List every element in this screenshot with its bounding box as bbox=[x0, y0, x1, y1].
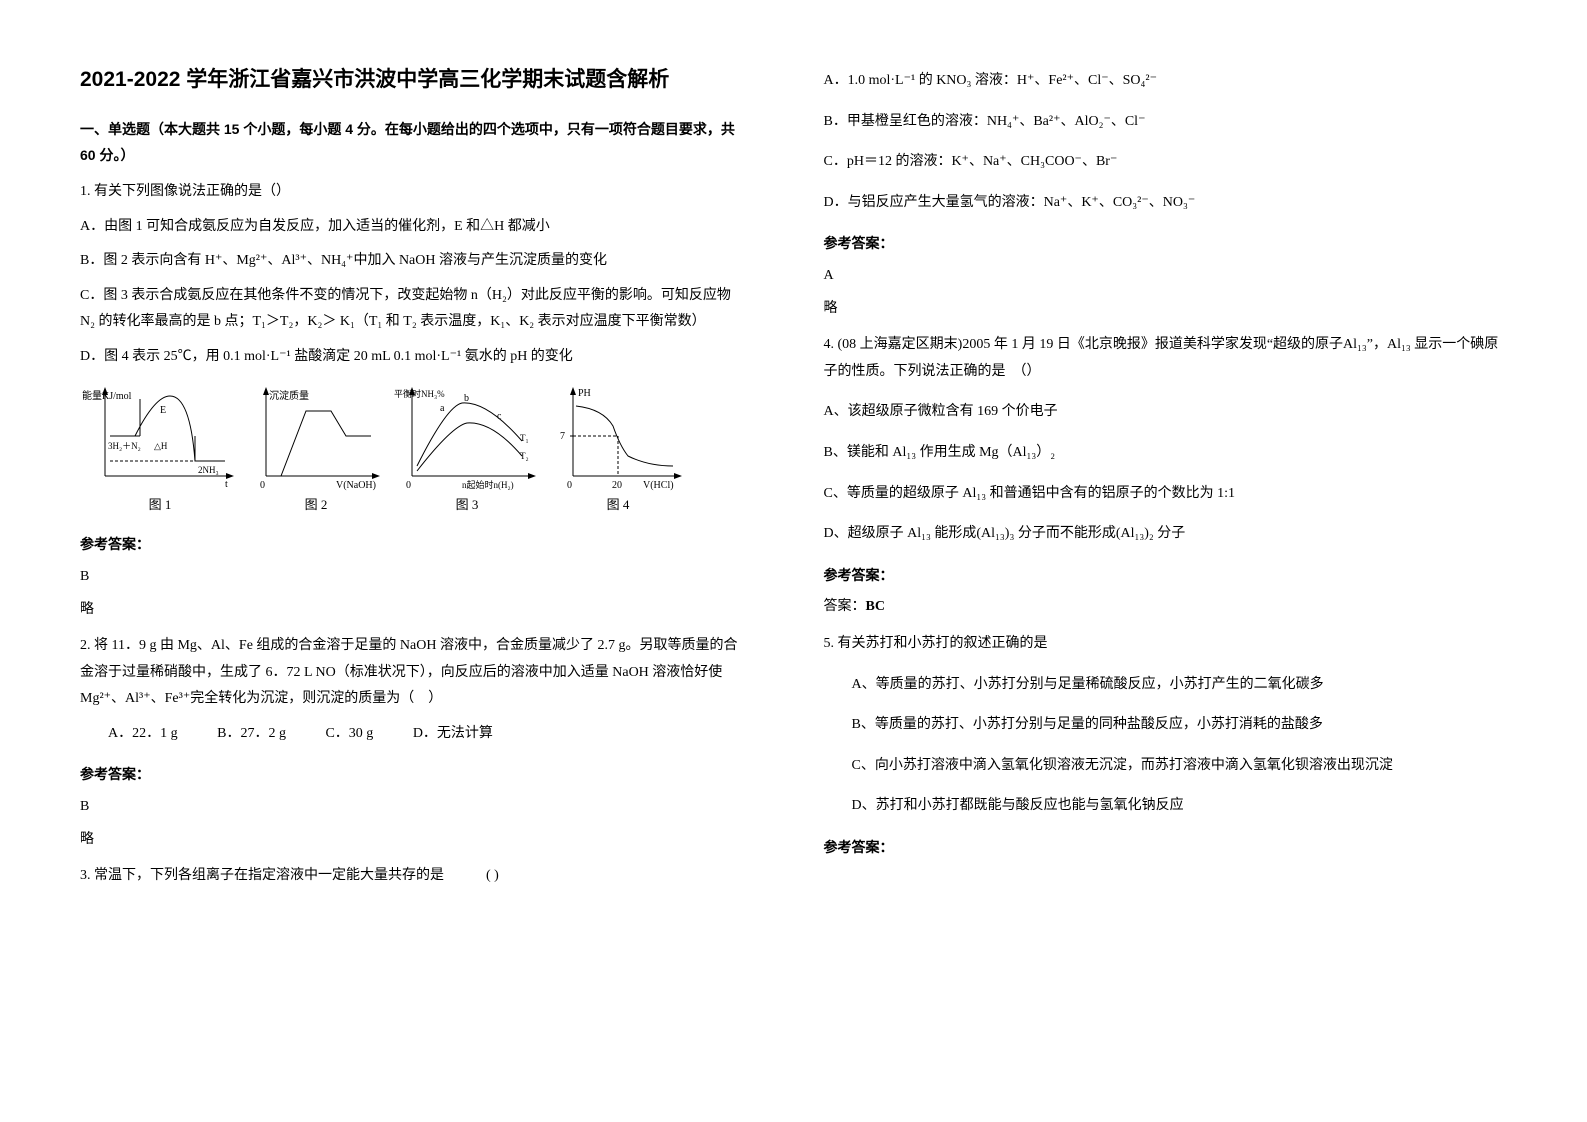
fig3-t2: T₂ bbox=[520, 451, 529, 461]
fig-4: PH 7 0 20 V(HCl) 图 4 bbox=[548, 381, 688, 518]
fig3-t1: T₁ bbox=[520, 433, 529, 443]
q1-opt-d: D．图 4 表示 25℃，用 0.1 mol·L⁻¹ 盐酸滴定 20 mL 0.… bbox=[80, 344, 744, 371]
fig4-x: V(HCl) bbox=[643, 480, 674, 491]
fig3-b: b bbox=[464, 393, 469, 404]
q2-opt-b: B．27．2 g bbox=[217, 721, 286, 748]
q4-answer-prefix: 答案： bbox=[824, 599, 866, 614]
fig1-left: 3H₂＋N₂ bbox=[108, 441, 141, 451]
section-1-head: 一、单选题（本大题共 15 个小题，每小题 4 分。在每小题给出的四个选项中，只… bbox=[80, 116, 744, 169]
q2-brief: 略 bbox=[80, 827, 744, 854]
fig2-ylabel: 沉淀质量 bbox=[269, 389, 309, 402]
q1-opt-c: C．图 3 表示合成氨反应在其他条件不变的情况下，改变起始物 n（H₂）对此反应… bbox=[80, 283, 744, 336]
q4-answer: BC bbox=[866, 599, 885, 614]
q2-opt-c: C．30 g bbox=[325, 721, 373, 748]
q1-opt-a: A．由图 1 可知合成氨反应为自发反应，加入适当的催化剂，E 和△H 都减小 bbox=[80, 214, 744, 241]
fig-3: 平衡时NH₃% a b c T₁ T₂ 0 n起始时n(H₂) 图 3 bbox=[392, 381, 542, 518]
fig2-x: V(NaOH) bbox=[336, 480, 376, 491]
q4-answer-line: 答案：BC bbox=[824, 594, 1508, 621]
svg-text:0: 0 bbox=[406, 480, 411, 491]
q5-opt-a: A、等质量的苏打、小苏打分别与足量稀硫酸反应，小苏打产生的二氧化碳多 bbox=[824, 672, 1508, 699]
q3-brief: 略 bbox=[824, 296, 1508, 323]
fig4-label: 图 4 bbox=[548, 493, 688, 518]
fig4-0: 0 bbox=[567, 480, 572, 491]
fig-1: 能量KJ/mol E 3H₂＋N₂ △H 2NH₃ t 图 1 bbox=[80, 381, 240, 518]
left-column: 2021-2022 学年浙江省嘉兴市洪波中学高三化学期末试题含解析 一、单选题（… bbox=[0, 0, 794, 1122]
q2-answer-label: 参考答案： bbox=[80, 761, 744, 788]
fig1-label: 图 1 bbox=[80, 493, 240, 518]
q1-stem: 1. 有关下列图像说法正确的是（） bbox=[80, 179, 744, 206]
q4-opt-b: B、镁能和 Al₁₃ 作用生成 Mg（Al₁₃）₂ bbox=[824, 440, 1508, 467]
q4-opt-a: A、该超级原子微粒含有 169 个价电子 bbox=[824, 399, 1508, 426]
q3-stem: 3. 常温下，下列各组离子在指定溶液中一定能大量共存的是 ( ) bbox=[80, 863, 744, 890]
q1-figures: 能量KJ/mol E 3H₂＋N₂ △H 2NH₃ t 图 1 沉淀质量 bbox=[80, 381, 744, 518]
q4-opt-c: C、等质量的超级原子 Al₁₃ 和普通铝中含有的铝原子的个数比为 1:1 bbox=[824, 481, 1508, 508]
q2-opt-a: A．22．1 g bbox=[108, 721, 178, 748]
fig1-e: E bbox=[160, 405, 166, 416]
q3-opt-c: C．pH＝12 的溶液：K⁺、Na⁺、CH₃COO⁻、Br⁻ bbox=[824, 149, 1508, 176]
fig3-a: a bbox=[440, 403, 445, 414]
q5-opt-b: B、等质量的苏打、小苏打分别与足量的同种盐酸反应，小苏打消耗的盐酸多 bbox=[824, 712, 1508, 739]
q4-stem: 4. (08 上海嘉定区期末)2005 年 1 月 19 日《北京晚报》报道美科… bbox=[824, 332, 1508, 385]
fig1-ylabel: 能量KJ/mol bbox=[82, 389, 132, 402]
q3-opt-b: B．甲基橙呈红色的溶液：NH₄⁺、Ba²⁺、AlO₂⁻、Cl⁻ bbox=[824, 109, 1508, 136]
q1-answer: B bbox=[80, 564, 744, 591]
fig1-x: t bbox=[225, 479, 228, 490]
q5-opt-c: C、向小苏打溶液中滴入氢氧化钡溶液无沉淀，而苏打溶液中滴入氢氧化钡溶液出现沉淀 bbox=[824, 753, 1508, 780]
right-column: A．1.0 mol·L⁻¹ 的 KNO₃ 溶液：H⁺、Fe²⁺、Cl⁻、SO₄²… bbox=[794, 0, 1587, 1122]
q3-opt-d: D．与铝反应产生大量氢气的溶液：Na⁺、K⁺、CO₃²⁻、NO₃⁻ bbox=[824, 190, 1508, 217]
q2-stem: 2. 将 11．9 g 由 Mg、Al、Fe 组成的合金溶于足量的 NaOH 溶… bbox=[80, 633, 744, 713]
fig4-7: 7 bbox=[560, 431, 565, 442]
q3-answer-label: 参考答案： bbox=[824, 230, 1508, 257]
q1-answer-label: 参考答案： bbox=[80, 531, 744, 558]
q1-opt-b: B．图 2 表示向含有 H⁺、Mg²⁺、Al³⁺、NH₄⁺中加入 NaOH 溶液… bbox=[80, 248, 744, 275]
fig3-x: n起始时n(H₂) bbox=[462, 479, 514, 490]
fig4-ylabel: PH bbox=[578, 388, 591, 399]
fig1-right: 2NH₃ bbox=[198, 465, 219, 475]
q2-options: A．22．1 g B．27．2 g C．30 g D．无法计算 bbox=[80, 721, 744, 748]
q5-opt-d: D、苏打和小苏打都既能与酸反应也能与氢氧化钠反应 bbox=[824, 793, 1508, 820]
fig3-c: c bbox=[497, 411, 502, 422]
q1-brief: 略 bbox=[80, 597, 744, 624]
q5-answer-label: 参考答案： bbox=[824, 834, 1508, 861]
fig3-ylabel: 平衡时NH₃% bbox=[394, 388, 445, 399]
fig3-label: 图 3 bbox=[392, 493, 542, 518]
fig-2: 沉淀质量 0 V(NaOH) 图 2 bbox=[246, 381, 386, 518]
fig4-20: 20 bbox=[612, 480, 622, 491]
q5-stem: 5. 有关苏打和小苏打的叙述正确的是 bbox=[824, 631, 1508, 658]
q2-opt-d: D．无法计算 bbox=[413, 721, 493, 748]
q3-opt-a: A．1.0 mol·L⁻¹ 的 KNO₃ 溶液：H⁺、Fe²⁺、Cl⁻、SO₄²… bbox=[824, 68, 1508, 95]
page-title: 2021-2022 学年浙江省嘉兴市洪波中学高三化学期末试题含解析 bbox=[80, 60, 744, 100]
svg-text:0: 0 bbox=[260, 480, 265, 491]
q4-opt-d: D、超级原子 Al₁₃ 能形成(Al₁₃)₃ 分子而不能形成(Al₁₃)₂ 分子 bbox=[824, 521, 1508, 548]
fig1-dh: △H bbox=[154, 441, 168, 451]
q3-answer: A bbox=[824, 263, 1508, 290]
q2-answer: B bbox=[80, 794, 744, 821]
fig2-label: 图 2 bbox=[246, 493, 386, 518]
q4-answer-label: 参考答案： bbox=[824, 562, 1508, 589]
